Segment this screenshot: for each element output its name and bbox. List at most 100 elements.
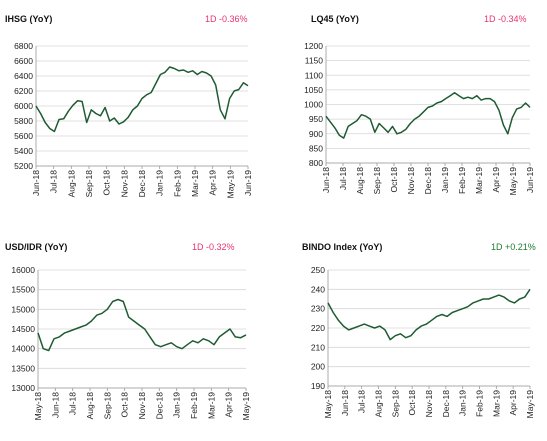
x-tick-label: Feb-19 bbox=[172, 170, 182, 197]
daily-change: 1D +0.21% bbox=[491, 242, 536, 252]
x-tick-label: Jun-18 bbox=[50, 392, 60, 418]
y-tick-label: 850 bbox=[309, 143, 323, 153]
x-tick-label: Aug-18 bbox=[85, 392, 95, 420]
x-tick-label: Feb-19 bbox=[475, 390, 485, 417]
y-tick-label: 800 bbox=[309, 158, 323, 168]
x-tick-label: Mar-19 bbox=[491, 390, 501, 417]
x-tick-label: Nov-18 bbox=[406, 167, 416, 195]
x-tick-label: May-19 bbox=[525, 390, 535, 419]
x-tick-label: Jan-19 bbox=[458, 390, 468, 416]
x-tick-label: Feb-19 bbox=[457, 167, 467, 194]
chart-title: LQ45 (YoY) bbox=[311, 14, 359, 24]
x-tick-label: May-18 bbox=[33, 392, 43, 421]
y-tick-label: 230 bbox=[311, 304, 325, 314]
series-line bbox=[37, 298, 247, 352]
x-tick-label: Oct-18 bbox=[120, 392, 130, 418]
x-tick-label: Jan-19 bbox=[440, 167, 450, 193]
x-tick-label: Jun-18 bbox=[340, 390, 350, 416]
x-tick-label: Jul-18 bbox=[338, 167, 348, 190]
x-tick-label: Aug-18 bbox=[66, 170, 76, 198]
x-tick-label: Mar-19 bbox=[206, 392, 216, 419]
y-tick-label: 210 bbox=[311, 342, 325, 352]
x-tick-label: Nov-18 bbox=[137, 392, 147, 420]
x-tick-label: Apr-19 bbox=[224, 392, 234, 418]
daily-change: 1D -0.34% bbox=[484, 14, 527, 24]
y-tick-label: 13000 bbox=[11, 383, 35, 393]
x-tick-label: May-19 bbox=[241, 392, 251, 421]
x-tick-label: Dec-18 bbox=[441, 390, 451, 418]
daily-change: 1D -0.32% bbox=[192, 242, 235, 252]
y-tick-label: 13500 bbox=[11, 363, 35, 373]
x-tick-label: Mar-19 bbox=[190, 170, 200, 197]
x-tick-label: Aug-18 bbox=[355, 167, 365, 195]
panel-ihsg: IHSG (YoY) 1D -0.36% 5200 5400 5600 5800 600… bbox=[0, 0, 270, 215]
y-tick-label: 14500 bbox=[11, 324, 35, 334]
x-tick-label: Jul-18 bbox=[357, 390, 367, 413]
x-tick-label: May-19 bbox=[508, 167, 518, 196]
x-tick-label: Oct-18 bbox=[102, 170, 112, 196]
x-tick-label: Jun-18 bbox=[31, 170, 41, 196]
x-tick-label: Nov-18 bbox=[119, 170, 129, 198]
series-line bbox=[35, 66, 249, 133]
x-tick-label: Oct-18 bbox=[389, 167, 399, 193]
x-tick-label: Feb-19 bbox=[189, 392, 199, 419]
y-tick-label: 5400 bbox=[14, 146, 33, 156]
series-line bbox=[327, 288, 531, 341]
y-tick-label: 220 bbox=[311, 323, 325, 333]
chart-title: IHSG (YoY) bbox=[5, 14, 53, 24]
x-tick-label: Jun-18 bbox=[321, 167, 331, 193]
series-line bbox=[325, 92, 531, 139]
panel-usdidr: USD/IDR (YoY) 1D -0.32% 13000 13500 14000 1… bbox=[0, 230, 270, 441]
chart-title: USD/IDR (YoY) bbox=[5, 242, 68, 252]
x-tick-label: Nov-18 bbox=[424, 390, 434, 418]
x-tick-label: Jun-19 bbox=[243, 170, 253, 196]
x-tick-label: Jul-18 bbox=[49, 170, 59, 193]
x-tick-label: Apr-19 bbox=[491, 167, 501, 193]
bindo-line-chart: 190 200 210 220 230 240 250 May-18 Jun-18 Jul-18 A… bbox=[311, 265, 535, 419]
y-tick-label: 200 bbox=[311, 362, 325, 372]
x-tick-label: Dec-18 bbox=[154, 392, 164, 420]
y-tick-label: 1100 bbox=[305, 70, 324, 80]
y-tick-label: 6000 bbox=[14, 101, 33, 111]
y-tick-label: 5200 bbox=[14, 161, 33, 171]
x-tick-label: Sep-18 bbox=[390, 390, 400, 418]
x-tick-label: Dec-18 bbox=[137, 170, 147, 198]
y-tick-label: 900 bbox=[309, 129, 323, 139]
x-tick-label: Aug-18 bbox=[374, 390, 384, 418]
y-tick-label: 6200 bbox=[14, 86, 33, 96]
y-tick-label: 250 bbox=[311, 265, 325, 275]
panel-bindo: BINDO Index (YoY) 1D +0.21% 190 200 210 220… bbox=[275, 230, 547, 441]
panel-lq45: LQ45 (YoY) 1D -0.34% 800 850 900 950 1000 105… bbox=[275, 0, 547, 215]
y-tick-label: 15000 bbox=[11, 304, 35, 314]
x-tick-label: Sep-18 bbox=[372, 167, 382, 195]
x-tick-label: May-18 bbox=[323, 390, 333, 419]
x-tick-label: Apr-19 bbox=[208, 170, 218, 196]
y-tick-label: 16000 bbox=[11, 265, 35, 275]
x-tick-label: Jun-19 bbox=[525, 167, 535, 193]
y-tick-label: 1150 bbox=[305, 56, 324, 66]
y-tick-label: 6800 bbox=[14, 41, 33, 51]
x-tick-label: Jan-19 bbox=[172, 392, 182, 418]
x-tick-label: Mar-19 bbox=[474, 167, 484, 194]
y-tick-label: 5600 bbox=[14, 131, 33, 141]
x-tick-label: Jul-18 bbox=[68, 392, 78, 415]
x-tick-label: Apr-19 bbox=[508, 390, 518, 416]
x-tick-label: Sep-18 bbox=[84, 170, 94, 198]
y-tick-label: 15500 bbox=[11, 285, 35, 295]
y-tick-label: 1200 bbox=[304, 41, 323, 51]
x-tick-label: Oct-18 bbox=[407, 390, 417, 416]
ihsg-line-chart: 5200 5400 5600 5800 6000 6200 6400 6600 6800 Jun-… bbox=[14, 41, 253, 198]
y-tick-label: 14000 bbox=[11, 344, 35, 354]
y-tick-label: 5800 bbox=[14, 116, 33, 126]
x-tick-label: Jan-19 bbox=[155, 170, 165, 196]
y-tick-label: 1000 bbox=[304, 100, 323, 110]
y-tick-label: 6400 bbox=[14, 71, 33, 81]
y-tick-label: 950 bbox=[309, 114, 323, 124]
x-tick-label: Dec-18 bbox=[423, 167, 433, 195]
x-tick-label: Sep-18 bbox=[102, 392, 112, 420]
usdidr-line-chart: 13000 13500 14000 14500 15000 15500 16000 May-1… bbox=[11, 265, 251, 421]
daily-change: 1D -0.36% bbox=[205, 14, 248, 24]
y-tick-label: 6600 bbox=[14, 56, 33, 66]
y-tick-label: 190 bbox=[311, 381, 325, 391]
y-tick-label: 240 bbox=[311, 284, 325, 294]
